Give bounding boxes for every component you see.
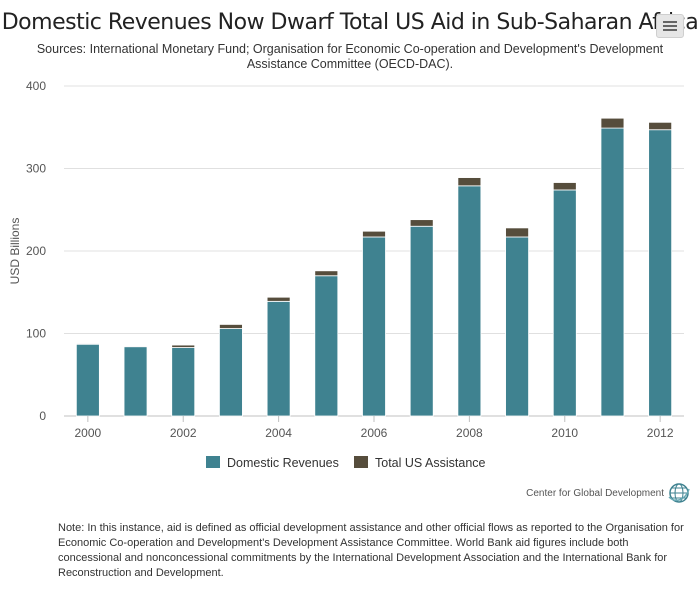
- bar-total-us-assistance[interactable]: [505, 227, 529, 238]
- y-tick-label: 300: [26, 162, 46, 176]
- bar-domestic-revenues[interactable]: [505, 236, 529, 417]
- legend: Domestic Revenues Total US Assistance: [206, 456, 486, 470]
- legend-item[interactable]: Domestic Revenues: [206, 456, 339, 470]
- source-credit[interactable]: Center for Global Development: [526, 488, 664, 499]
- y-tick-label: 0: [39, 409, 46, 423]
- bar-domestic-revenues[interactable]: [600, 127, 625, 417]
- bar-domestic-revenues[interactable]: [457, 185, 482, 417]
- chart-note: Note: In this instance, aid is defined a…: [58, 522, 684, 579]
- legend-swatch: [206, 456, 220, 468]
- bar-total-us-assistance[interactable]: [219, 324, 243, 329]
- bar-total-us-assistance[interactable]: [362, 230, 386, 238]
- bar-domestic-revenues[interactable]: [219, 328, 243, 417]
- legend-label: Domestic Revenues: [227, 456, 339, 470]
- x-tick-label: 2000: [74, 426, 101, 440]
- bar-total-us-assistance[interactable]: [314, 270, 339, 277]
- bar-total-us-assistance[interactable]: [600, 117, 625, 129]
- x-tick-label: 2002: [170, 426, 197, 440]
- bar-total-us-assistance[interactable]: [457, 177, 482, 187]
- bar-total-us-assistance[interactable]: [266, 296, 291, 302]
- globe-icon: [668, 483, 690, 503]
- bar-domestic-revenues[interactable]: [362, 236, 386, 417]
- bar-total-us-assistance[interactable]: [123, 345, 148, 348]
- y-axis-label: USD Billions: [8, 218, 22, 285]
- bar-domestic-revenues[interactable]: [266, 300, 291, 417]
- legend-label: Total US Assistance: [375, 456, 486, 470]
- bar-domestic-revenues[interactable]: [123, 346, 148, 417]
- bar-domestic-revenues[interactable]: [409, 225, 434, 417]
- chart-subtitle: Sources: International Monetary Fund; Or…: [36, 42, 664, 71]
- bar-total-us-assistance[interactable]: [171, 344, 196, 348]
- legend-item[interactable]: Total US Assistance: [354, 456, 486, 470]
- chart-menu-button[interactable]: [656, 14, 684, 38]
- bar-total-us-assistance[interactable]: [409, 219, 434, 227]
- y-tick-label: 100: [26, 327, 46, 341]
- legend-swatch: [354, 456, 368, 468]
- bar-domestic-revenues[interactable]: [552, 189, 577, 417]
- x-axis-ticks: 2000 2002 2004 2006 2008 2010 2012: [74, 416, 674, 440]
- x-tick-label: 2004: [265, 426, 292, 440]
- bar-domestic-revenues[interactable]: [171, 347, 196, 417]
- x-tick-label: 2008: [456, 426, 483, 440]
- bar-domestic-revenues[interactable]: [75, 343, 100, 417]
- bar-total-us-assistance[interactable]: [75, 342, 100, 345]
- chart-title: Domestic Revenues Now Dwarf Total US Aid…: [1, 10, 699, 35]
- x-tick-label: 2010: [551, 426, 578, 440]
- bar-total-us-assistance[interactable]: [552, 182, 577, 191]
- bar-domestic-revenues[interactable]: [314, 275, 339, 417]
- x-tick-label: 2012: [647, 426, 674, 440]
- bar-domestic-revenues[interactable]: [648, 129, 673, 417]
- y-axis-ticks: 0 100 200 300 400: [26, 79, 46, 423]
- bars: [75, 117, 673, 417]
- y-tick-label: 400: [26, 79, 46, 93]
- x-tick-label: 2006: [361, 426, 388, 440]
- y-tick-label: 200: [26, 244, 46, 258]
- bar-total-us-assistance[interactable]: [648, 121, 673, 131]
